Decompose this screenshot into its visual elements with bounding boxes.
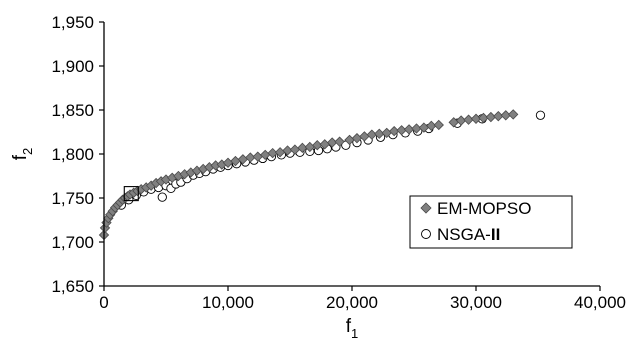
em-mopso-point <box>433 119 444 131</box>
legend-label-nsga-ii: NSGA-II <box>437 225 500 244</box>
y-tick-label: 1,750 <box>51 189 94 208</box>
nsga-ii-point <box>157 192 167 202</box>
y-tick-label: 1,700 <box>51 233 94 252</box>
x-axis-title: f1 <box>346 316 359 341</box>
legend-label-em-mopso: EM-MOPSO <box>437 199 531 218</box>
x-tick-label: 0 <box>99 293 108 312</box>
y-tick-label: 1,850 <box>51 101 94 120</box>
y-tick-label: 1,650 <box>51 277 94 296</box>
y-tick-label: 1,900 <box>51 57 94 76</box>
x-tick-label: 20,000 <box>326 293 378 312</box>
legend-box <box>409 195 573 249</box>
legend: EM-MOPSO NSGA-II <box>409 195 573 249</box>
legend-marker-nsga-ii <box>421 229 431 239</box>
x-tick-label: 10,000 <box>202 293 254 312</box>
ticks: 0 10,000 20,000 30,000 40,000 1,650 1,700 1,750… <box>51 13 626 312</box>
legend-marker-em-mopso <box>420 202 432 214</box>
x-tick-label: 30,000 <box>450 293 502 312</box>
y-axis-title: f2 <box>10 148 35 161</box>
em-mopso-point <box>334 136 345 147</box>
em-mopso-markers <box>98 109 519 241</box>
y-tick-label: 1,800 <box>51 145 94 164</box>
em-mopso-point <box>508 109 519 120</box>
highlight-box-group <box>123 186 139 202</box>
nsga-ii-point <box>535 110 546 120</box>
x-tick-label: 40,000 <box>574 293 626 312</box>
highlight-box <box>123 186 139 202</box>
nsga-ii-markers <box>116 110 546 210</box>
y-tick-label: 1,950 <box>51 13 94 32</box>
